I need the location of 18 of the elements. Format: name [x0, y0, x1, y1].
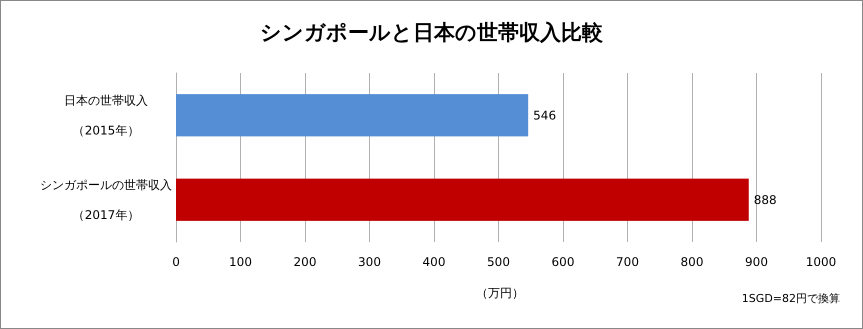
x-tick-label: 200 [294, 255, 316, 269]
x-tick-label: 600 [552, 255, 574, 269]
x-tick-label: 900 [745, 255, 768, 269]
text: 1SGD=82円で換算 [742, 292, 840, 305]
x-tick-label: 400 [422, 255, 446, 269]
data-label: 546 [533, 108, 556, 122]
x-tick-label: 1000 [806, 255, 836, 269]
chart-title: シンガポールと日本の世帯収入比較 [260, 20, 604, 44]
category-label: 日本の世帯収入（2015年） [64, 93, 148, 138]
category-label: シンガポールの世帯収入（2017年） [40, 178, 172, 222]
x-tick-label: 300 [358, 255, 381, 269]
x-tick-label: 700 [616, 255, 639, 269]
x-axis-title: （万円） [476, 286, 524, 300]
x-tick-label: 0 [172, 255, 180, 269]
x-tick-label: 800 [680, 255, 704, 269]
x-tick-label: 100 [229, 255, 252, 269]
data-label: 888 [754, 192, 777, 207]
x-tick-label: 500 [487, 255, 510, 269]
